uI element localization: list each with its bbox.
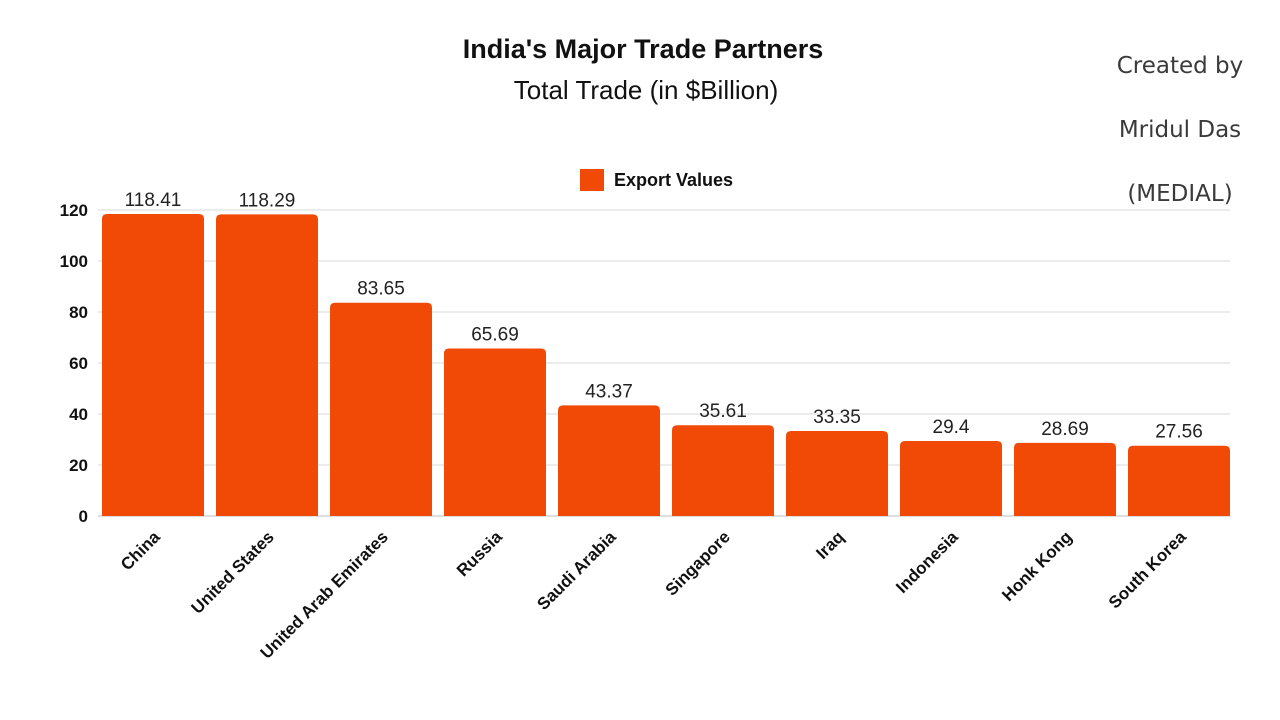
data-label-united-arab-emirates: 83.65	[357, 279, 405, 300]
data-labels: 118.41 118.29 83.65 65.69 43.37 35.61 33.35 29.…	[125, 190, 1203, 443]
credit-line-3: (MEDIAL)	[1127, 181, 1233, 207]
data-label-iraq: 33.35	[813, 407, 861, 428]
x-tick-label-saudi-arabia: Saudi Arabia	[533, 527, 620, 614]
x-tick-label-united-states: United States	[188, 527, 278, 617]
x-tick-label-china: China	[117, 527, 164, 574]
data-label-china: 118.41	[125, 190, 182, 211]
y-axis-ticks: 0 20 40 60 80 100 120	[60, 201, 88, 526]
chart-subtitle: Total Trade (in $Billion)	[513, 75, 779, 105]
data-label-south-korea: 27.56	[1155, 422, 1203, 443]
y-tick-label-60: 60	[69, 354, 88, 373]
data-label-singapore: 35.61	[699, 401, 747, 422]
data-label-saudi-arabia: 43.37	[585, 381, 633, 402]
bar-china	[102, 214, 204, 516]
legend-label-export-values: Export Values	[614, 170, 733, 190]
bar-russia	[444, 348, 546, 516]
x-tick-label-indonesia: Indonesia	[892, 527, 962, 597]
credit-watermark: Created by Mridul Das (MEDIAL)	[1100, 18, 1260, 242]
x-tick-label-honk-kong: Honk Kong	[998, 527, 1076, 605]
legend: Export Values	[580, 169, 733, 191]
credit-line-1: Created by	[1116, 53, 1244, 79]
y-tick-label-120: 120	[60, 201, 88, 220]
x-tick-label-singapore: Singapore	[662, 527, 734, 599]
y-tick-label-80: 80	[69, 303, 88, 322]
credit-line-2: Mridul Das	[1118, 117, 1242, 143]
data-label-russia: 65.69	[471, 324, 519, 345]
bar-south-korea	[1128, 445, 1230, 516]
y-tick-label-20: 20	[69, 456, 88, 475]
x-tick-label-south-korea: South Korea	[1105, 527, 1190, 612]
x-tick-label-united-arab-emirates: United Arab Emirates	[257, 527, 392, 662]
bar-united-states	[216, 214, 318, 516]
y-tick-label-100: 100	[60, 252, 88, 271]
chart-title: India's Major Trade Partners	[462, 34, 824, 64]
x-tick-label-iraq: Iraq	[812, 527, 847, 562]
bar-honk-kong	[1014, 442, 1116, 516]
y-tick-label-0: 0	[79, 507, 88, 526]
bar-united-arab-emirates	[330, 302, 432, 516]
y-tick-label-40: 40	[69, 405, 88, 424]
x-tick-label-russia: Russia	[453, 527, 506, 580]
bar-iraq	[786, 430, 888, 516]
data-label-honk-kong: 28.69	[1041, 419, 1089, 440]
data-label-united-states: 118.29	[239, 190, 296, 211]
bar-saudi-arabia	[558, 405, 660, 516]
bar-indonesia	[900, 441, 1002, 516]
legend-swatch	[580, 169, 604, 191]
bars	[102, 214, 1230, 516]
bar-singapore	[672, 425, 774, 516]
data-label-indonesia: 29.4	[933, 417, 970, 438]
